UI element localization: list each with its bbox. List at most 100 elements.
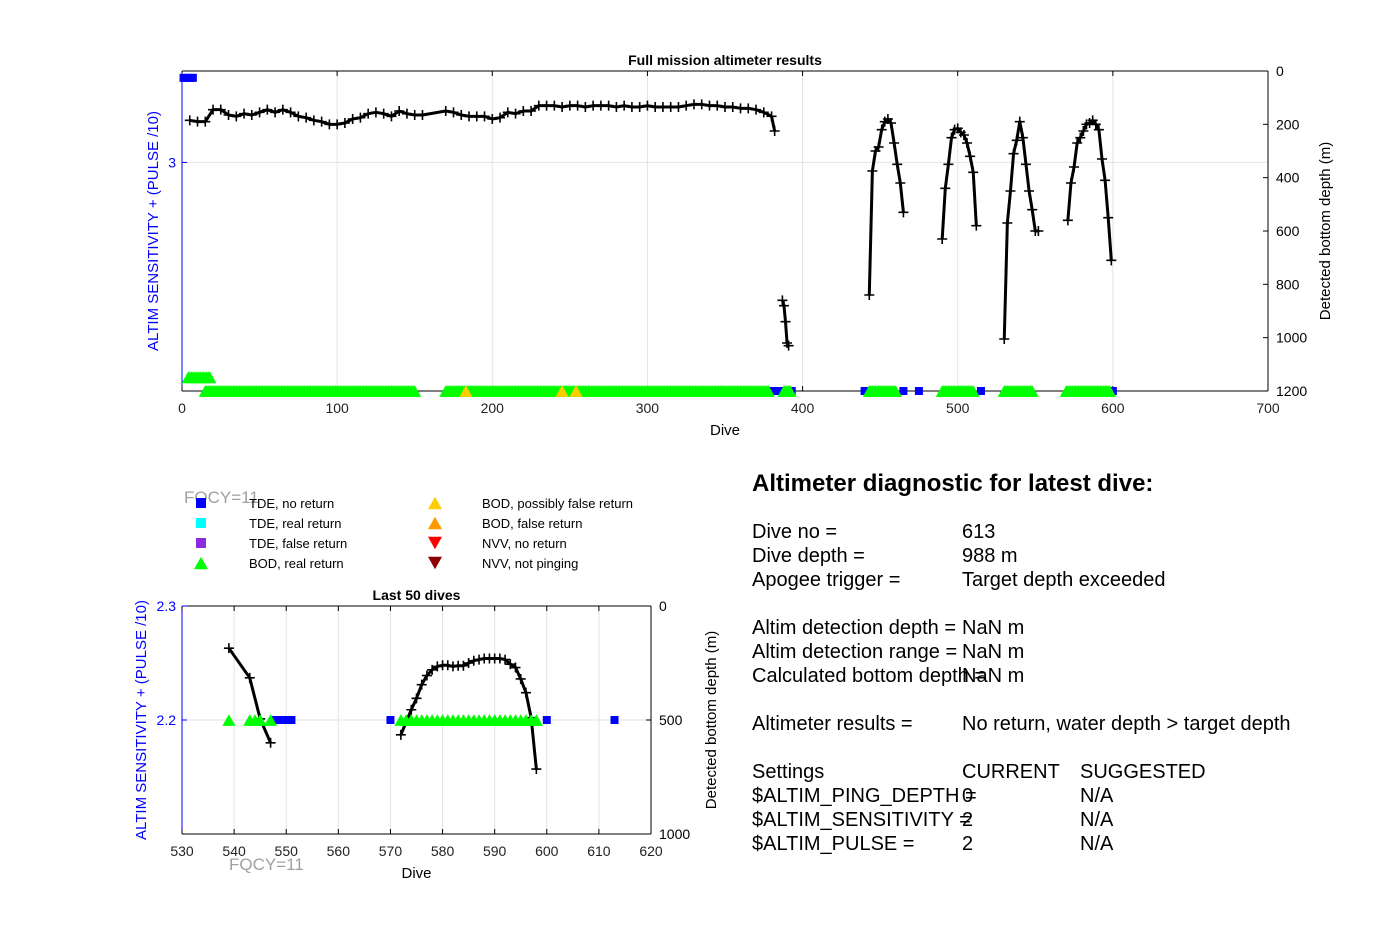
depth-marker <box>782 338 793 348</box>
depth-marker <box>442 660 453 671</box>
setting-suggested: N/A <box>1080 809 1114 831</box>
bod-real-marker <box>889 385 903 397</box>
setting-suggested: N/A <box>1080 785 1114 807</box>
y2-axis-label: Detected bottom depth (m) <box>703 631 720 809</box>
tde-no-return-marker <box>282 716 291 724</box>
depth-marker <box>184 115 195 126</box>
bod-real-marker <box>408 385 422 397</box>
depth-line <box>399 656 538 770</box>
depth-marker <box>769 126 780 136</box>
diag-label: Dive depth = <box>752 545 865 567</box>
depth-marker <box>946 132 957 143</box>
tde-no-return-marker <box>775 387 784 395</box>
depth-marker <box>347 114 358 124</box>
depth-marker <box>427 664 438 675</box>
x-tick-label: 600 <box>1101 400 1125 416</box>
depth-marker <box>378 108 389 119</box>
legend-label: BOD, false return <box>482 516 582 531</box>
depth-marker <box>456 110 467 120</box>
depth-marker <box>1011 135 1022 146</box>
depth-marker <box>1069 162 1080 172</box>
legend-swatch <box>196 538 206 548</box>
depth-marker <box>783 340 794 351</box>
depth-marker <box>468 655 479 666</box>
depth-marker <box>463 658 474 668</box>
depth-marker <box>502 107 513 118</box>
depth-marker <box>239 108 250 119</box>
x-tick-label: 530 <box>170 843 194 859</box>
diag-value: 613 <box>962 521 996 543</box>
depth-marker <box>1017 132 1028 143</box>
diag-label: Dive no = <box>752 521 838 543</box>
bod-real-marker <box>222 714 236 726</box>
depth-marker <box>634 102 645 112</box>
bod-real-marker <box>1103 385 1117 397</box>
depth-marker <box>864 290 875 300</box>
depth-marker <box>510 108 521 119</box>
y-tick-left-label: 3 <box>168 154 176 170</box>
depth-marker <box>293 111 304 122</box>
fqcy-label-lower: FQCY=11 <box>229 855 304 874</box>
x-tick-label: 570 <box>379 843 403 859</box>
depth-marker <box>494 653 505 664</box>
x-tick-label: 580 <box>431 843 455 859</box>
depth-marker <box>892 159 903 170</box>
x-tick-label: 610 <box>587 843 611 859</box>
y-tick-right-label: 800 <box>1276 276 1300 292</box>
legend-swatch <box>196 498 206 508</box>
legend-label: TDE, real return <box>249 516 341 531</box>
depth-marker <box>316 116 327 127</box>
depth-marker <box>895 178 906 188</box>
x-tick-label: 100 <box>325 400 349 416</box>
diag-label: Apogee trigger = <box>752 569 901 591</box>
bod-real-marker <box>253 714 267 726</box>
depth-marker <box>873 142 884 152</box>
depth-marker <box>526 106 537 116</box>
legend-swatch <box>428 536 442 550</box>
y-tick-right-label: 1000 <box>659 826 690 842</box>
bod-real-marker <box>1025 385 1039 397</box>
depth-marker <box>958 130 969 140</box>
depth-marker <box>572 100 583 111</box>
diag-value: Target depth exceeded <box>962 569 1166 591</box>
depth-marker <box>515 673 526 684</box>
x-tick-label: 600 <box>535 843 559 859</box>
depth-marker <box>727 102 738 112</box>
legend-label: BOD, possibly false return <box>482 496 633 511</box>
y-tick-right-label: 500 <box>659 712 683 728</box>
depth-marker <box>416 679 427 690</box>
diagnostic-title: Altimeter diagnostic for latest dive: <box>752 470 1154 497</box>
depth-marker <box>458 660 469 671</box>
depth-marker <box>1014 116 1025 127</box>
tde-no-return-marker <box>610 716 619 724</box>
legend-label: TDE, no return <box>249 496 334 511</box>
depth-marker <box>505 659 516 670</box>
settings-header-current: CURRENT <box>962 761 1060 783</box>
setting-label: $ALTIM_PING_DEPTH = <box>752 785 977 807</box>
bod-real-marker <box>264 714 278 726</box>
tde-no-return-marker <box>277 716 286 724</box>
depth-marker <box>231 111 242 122</box>
legend-label: NVV, no return <box>482 536 567 551</box>
depth-marker <box>277 104 288 115</box>
y-tick-right-label: 0 <box>659 598 667 614</box>
depth-marker <box>479 111 490 122</box>
depth-marker <box>285 107 296 118</box>
legend-swatch <box>428 496 442 510</box>
depth-marker <box>580 102 591 112</box>
depth-marker <box>1097 154 1107 164</box>
depth-marker <box>406 704 417 715</box>
y-tick-right-label: 1000 <box>1276 330 1307 346</box>
depth-marker <box>1002 218 1013 228</box>
setting-label: $ALTIM_SENSITIVITY = <box>752 809 971 831</box>
bod-real-marker <box>783 385 797 397</box>
depth-marker <box>766 111 777 122</box>
depth-marker <box>223 643 234 654</box>
diag-label: Altim detection range = <box>752 641 958 663</box>
depth-marker <box>971 220 982 231</box>
x-axis-label: Dive <box>401 865 431 882</box>
y-tick-right-label: 600 <box>1276 223 1300 239</box>
depth-marker <box>246 110 257 120</box>
depth-marker <box>940 183 951 194</box>
